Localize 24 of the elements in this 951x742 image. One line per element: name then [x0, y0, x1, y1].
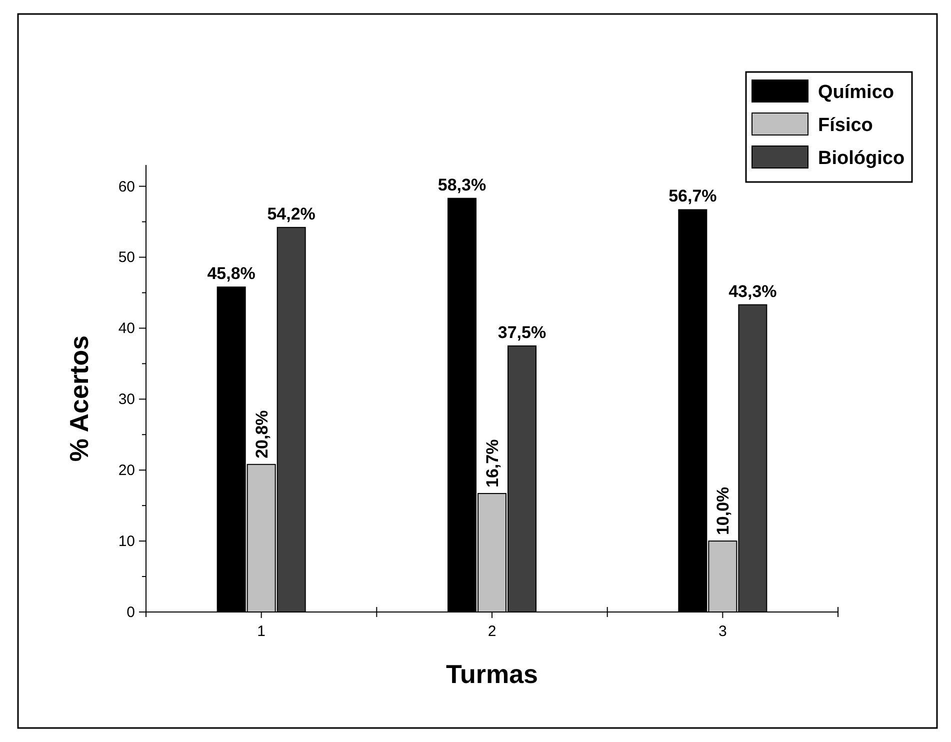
data-label: 56,7% — [668, 186, 717, 206]
legend-label: Químico — [818, 82, 894, 103]
y-tick-label: 0 — [126, 604, 135, 621]
data-label: 43,3% — [728, 282, 777, 301]
y-tick-label: 50 — [118, 249, 135, 266]
data-label: 16,7% — [483, 439, 502, 488]
data-label: 58,3% — [438, 175, 486, 194]
data-label: 10,0% — [714, 486, 733, 536]
y-tick-label: 40 — [118, 320, 135, 338]
y-tick-label: 60 — [118, 178, 135, 196]
y-tick-label: 20 — [118, 462, 135, 480]
x-tick-label: 2 — [488, 623, 496, 640]
x-axis-title: Turmas — [446, 659, 538, 689]
data-label: 37,5% — [498, 322, 546, 342]
data-label: 54,2% — [267, 204, 316, 224]
y-axis-title: % Acertos — [64, 335, 94, 462]
data-label: 20,8% — [252, 410, 272, 458]
x-tick-label: 3 — [718, 623, 727, 640]
y-tick-label: 30 — [118, 391, 135, 408]
legend-label: Físico — [818, 115, 873, 136]
x-tick-label: 1 — [257, 623, 266, 640]
data-label: 45,8% — [207, 264, 256, 284]
y-tick-label: 10 — [118, 533, 135, 550]
legend-label: Biológico — [818, 148, 905, 169]
